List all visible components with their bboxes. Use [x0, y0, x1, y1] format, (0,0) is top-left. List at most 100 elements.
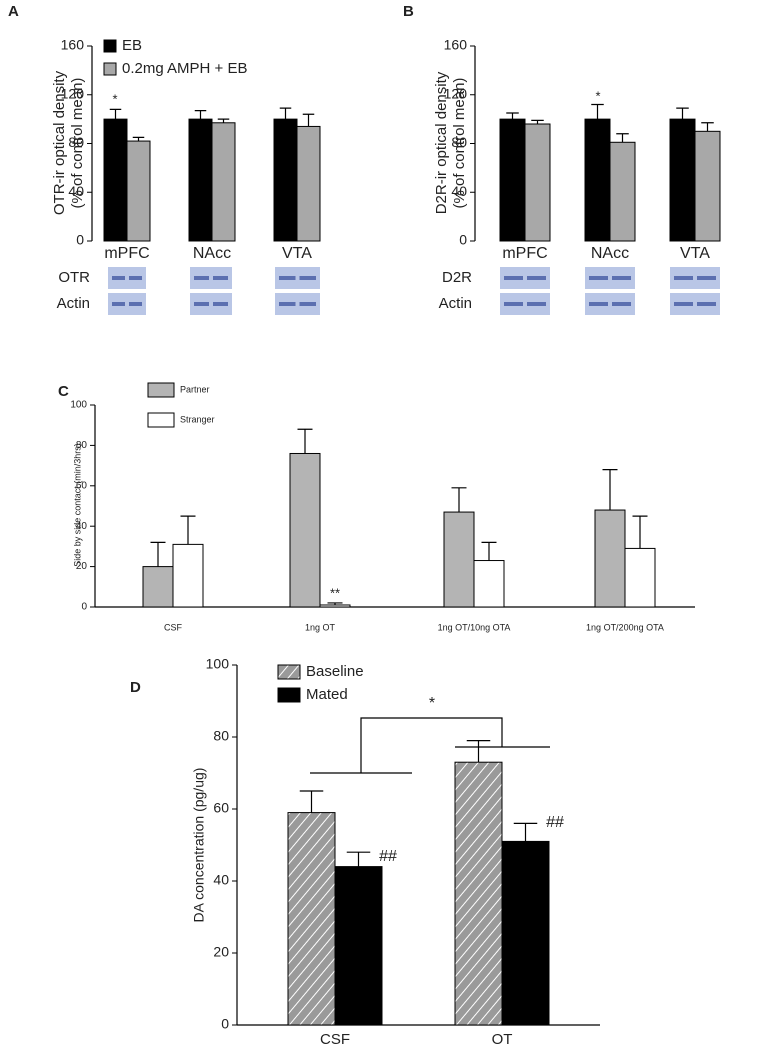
blot-strip	[275, 267, 320, 289]
error-bar	[279, 107, 292, 120]
x-tick-label: NAcc	[591, 245, 629, 262]
panel: C Side by side contact (min/3hrs) 0 20 40 60 8…	[58, 382, 695, 632]
y-tick-label: 40	[451, 183, 467, 199]
blot-label: Actin	[439, 295, 472, 312]
legend-label: 0.2mg AMPH + EB	[122, 60, 247, 77]
blot-label: Actin	[57, 295, 90, 312]
blot-band	[612, 302, 631, 306]
annotation: ##	[379, 848, 397, 865]
blot-band	[504, 302, 523, 306]
legend-label: EB	[122, 37, 142, 54]
panel: D DA concentration (pg/ug) 0 20 40 60 80 100 CSF…	[130, 656, 600, 1048]
error-bar	[451, 487, 467, 513]
blot-band	[504, 276, 523, 280]
error-bar	[346, 851, 371, 867]
blot-strip	[500, 293, 550, 315]
legend-swatch	[277, 687, 301, 703]
blot-strip	[275, 293, 320, 315]
blot-band	[213, 276, 228, 280]
error-bar	[109, 108, 122, 120]
panel: A OTR-ir optical density (% of control mea…	[8, 3, 321, 315]
x-tick-label: CSF	[320, 1031, 350, 1048]
legend-label: Partner	[180, 384, 210, 394]
blot-strip	[108, 267, 146, 289]
y-tick-label: 80	[68, 134, 84, 150]
error-bar	[132, 136, 145, 142]
bar	[188, 118, 213, 242]
y-tick-label: 120	[444, 85, 468, 101]
y-tick-label: 40	[68, 183, 84, 199]
bar	[334, 866, 383, 1026]
blot-strip	[108, 293, 146, 315]
blot-strip	[585, 267, 635, 289]
error-bar	[150, 541, 166, 567]
bar	[524, 123, 551, 242]
blot-band	[527, 302, 546, 306]
x-tick-label: mPFC	[104, 245, 149, 262]
blot-band	[129, 276, 142, 280]
y-tick-label: 100	[206, 656, 230, 672]
bar	[273, 118, 298, 242]
blot-band	[674, 276, 693, 280]
panel-label: C	[58, 383, 69, 400]
blot-band	[527, 276, 546, 280]
blot-strip	[670, 293, 720, 315]
legend-swatch	[147, 412, 175, 428]
y-tick-label: 40	[213, 872, 229, 888]
y-axis-label: (% of control mean)	[451, 78, 468, 209]
bar	[126, 140, 151, 242]
annotation: *	[595, 88, 600, 103]
error-bar	[466, 740, 491, 763]
panel-label: D	[130, 679, 141, 696]
x-tick-label: 1ng OT	[305, 622, 336, 632]
bar	[473, 560, 505, 608]
bar	[443, 511, 475, 608]
error-bar	[676, 107, 689, 120]
y-tick-label: 60	[213, 800, 229, 816]
panel-label: B	[403, 3, 414, 20]
y-tick-label: 0	[459, 232, 467, 248]
x-tick-label: VTA	[282, 245, 312, 262]
blot-band	[299, 302, 316, 306]
y-axis-label: Side by side contact (min/3hrs)	[72, 443, 82, 567]
blot-band	[194, 302, 209, 306]
blot-band	[194, 276, 209, 280]
error-bar	[297, 428, 313, 454]
y-tick-label: 160	[61, 37, 85, 53]
blot-band	[112, 276, 125, 280]
x-tick-label: 1ng OT/200ng OTA	[586, 622, 664, 632]
blot-strip	[190, 267, 232, 289]
error-bar	[701, 122, 714, 132]
y-axis-label: OTR-ir optical density	[51, 70, 68, 215]
bar	[142, 566, 174, 608]
y-tick-label: 80	[76, 440, 88, 451]
y-tick-label: 80	[213, 728, 229, 744]
error-bar	[180, 515, 196, 545]
panel-label: A	[8, 3, 19, 20]
error-bar	[632, 515, 648, 549]
blot-band	[279, 276, 296, 280]
y-tick-label: 20	[213, 944, 229, 960]
y-tick-label: 40	[76, 521, 88, 532]
blot-band	[674, 302, 693, 306]
bar	[609, 141, 636, 242]
blot-band	[697, 302, 716, 306]
y-tick-label: 60	[76, 480, 88, 491]
error-bar	[217, 118, 230, 123]
bar	[319, 604, 351, 608]
blot-band	[697, 276, 716, 280]
x-tick-label: NAcc	[193, 245, 231, 262]
y-tick-label: 0	[81, 602, 87, 613]
blot-band	[112, 302, 125, 306]
blot-band	[279, 302, 296, 306]
legend-label: Stranger	[180, 414, 215, 424]
y-tick-label: 0	[221, 1016, 229, 1032]
error-bar	[616, 133, 629, 143]
annotation: ##	[546, 814, 564, 831]
bar	[296, 125, 321, 242]
bar	[499, 118, 526, 242]
error-bar	[513, 822, 538, 842]
y-tick-label: 80	[451, 134, 467, 150]
annotation: **	[330, 585, 340, 600]
legend-swatch	[103, 39, 117, 53]
